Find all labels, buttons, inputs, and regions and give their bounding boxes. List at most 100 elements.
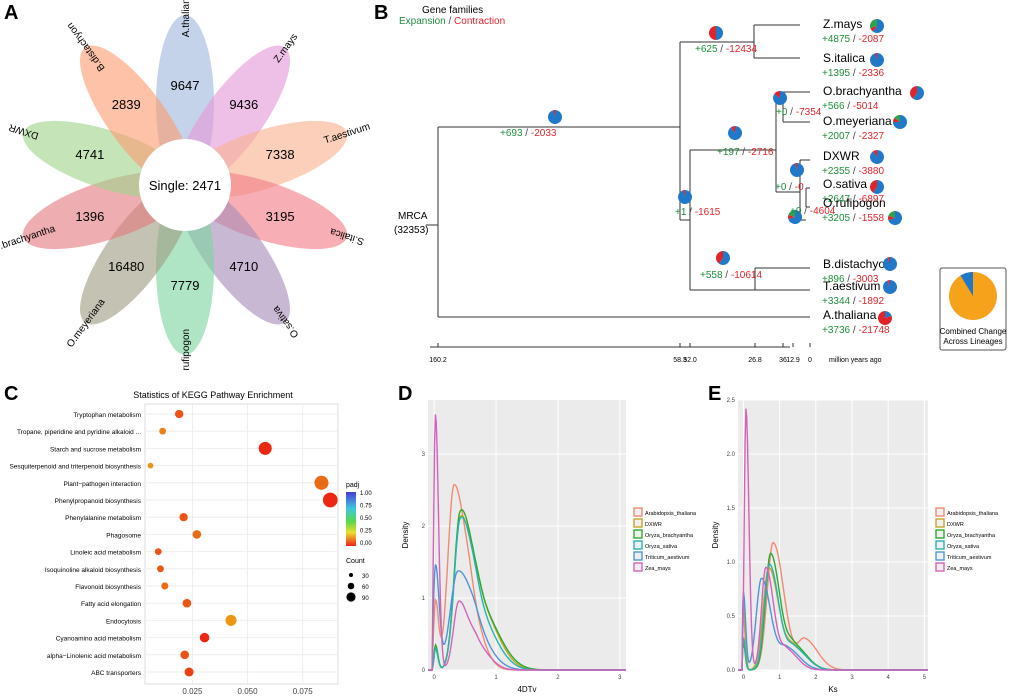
venn-species-label: O.rufipogon	[181, 329, 192, 370]
plot-area	[738, 400, 928, 670]
tip-pie	[878, 311, 893, 325]
tip-species-name: T.aestivum	[823, 279, 880, 293]
internal-pie	[548, 110, 562, 125]
enrichment-dot	[175, 409, 184, 419]
root-label: MRCA	[398, 211, 428, 222]
legend-key	[633, 529, 643, 539]
enrichment-dot	[180, 650, 190, 660]
plot-area	[144, 403, 339, 685]
legend-key	[935, 540, 945, 550]
tip-species-name: O.brachyantha	[823, 84, 902, 98]
enrichment-dot	[322, 492, 338, 508]
y-tick-label: 3	[422, 452, 426, 458]
legend-expansion-contraction: Expansion / Contraction	[399, 16, 505, 27]
density-curve	[428, 414, 626, 671]
axis-tick-label: 52.0	[683, 357, 697, 364]
pathway-label: Cyanoamino acid metabolism	[56, 636, 141, 643]
y-tick-label: 1.5	[727, 506, 736, 512]
y-tick-label: 2.0	[727, 452, 736, 458]
flower-venn-diagram: Single: 24719647A.thaliana9436Z.mays7338…	[0, 0, 370, 370]
legend-label: Arabidopsis_thaliana	[947, 511, 999, 517]
legend-key	[633, 518, 643, 528]
enrichment-dot	[161, 582, 169, 590]
venn-petal-count: 2839	[112, 97, 141, 112]
legend-key	[633, 540, 643, 550]
internal-change-label: +1 / -1615	[675, 207, 721, 218]
axis-tick-label: 160.2	[429, 357, 447, 364]
padj-tick-label: 0.00	[360, 541, 372, 547]
tip-species-name: Z.mays	[823, 17, 862, 31]
pathway-label: Phagosome	[106, 532, 141, 539]
legend-label: Arabidopsis_thaliana	[645, 511, 697, 517]
legend-label: Oryza_brachyantha	[645, 533, 694, 539]
enrichment-dot	[157, 565, 164, 573]
legend-key	[935, 562, 945, 572]
panel-label-b: B	[374, 2, 389, 24]
x-tick-label: 0	[433, 675, 437, 681]
y-tick-label: 2.5	[727, 398, 736, 404]
padj-tick-label: 0.25	[360, 529, 372, 535]
y-tick-label: 0	[422, 668, 426, 674]
pathway-label: Tryptophan metabolism	[73, 412, 141, 419]
tip-change-label: +3344 / -1892	[822, 296, 884, 307]
x-tick-label: 3	[618, 675, 622, 681]
enrichment-dot	[258, 441, 272, 455]
enrichment-dot	[179, 513, 188, 522]
tip-species-name: A.thaliana	[823, 308, 877, 322]
count-legend-title: Count	[346, 558, 365, 565]
tip-species-name: DXWR	[823, 149, 860, 163]
legend-label: Oryza_brachyantha	[947, 533, 996, 539]
tip-pie	[910, 86, 924, 100]
enrichment-dot	[199, 632, 210, 643]
venn-petal-count: 4741	[75, 147, 104, 162]
padj-tick-label: 1.00	[360, 491, 372, 497]
density-curve	[738, 408, 928, 671]
axis-tick-label: 36	[779, 357, 787, 364]
x-tick-label: 2	[556, 675, 560, 681]
legend-title: Gene families	[422, 5, 483, 16]
enrichment-dot	[159, 427, 167, 435]
venn-petal-count: 3195	[266, 209, 295, 224]
ks-density-plot: 0 1 2 3 4 5 0.0 0.5 1.0 1.5 2.0 2.5 Ks Density Arabido…	[711, 398, 999, 694]
internal-change-label: +197 / -2716	[717, 147, 774, 158]
enrichment-dot	[154, 548, 162, 555]
internal-pie	[773, 91, 787, 106]
legend-label: Triticum_aestivum	[645, 555, 690, 561]
legend-key	[935, 529, 945, 539]
panel-label-c: C	[4, 383, 19, 405]
y-tick-label: 1.0	[727, 560, 736, 566]
internal-change-label: +0 / -4604	[790, 206, 836, 217]
legend-key	[935, 551, 945, 561]
internal-change-label: +693 / -2033	[500, 128, 557, 139]
pathway-label: Phenylalanine metabolism	[65, 515, 141, 522]
count-legend-label: 90	[362, 596, 369, 602]
pathway-label: Tropane, piperidine and pyridine alkaloi…	[17, 429, 141, 436]
legend-label: Zea_mays	[947, 566, 973, 572]
pathway-label: Sesquiterpenoid and triterpenoid biosynt…	[9, 464, 141, 471]
tip-pie	[870, 180, 884, 194]
pathway-label: Isoquinoline alkaloid biosynthesis	[45, 567, 142, 574]
tip-pie	[870, 150, 884, 164]
tip-change-label: +3736 / -21748	[822, 325, 890, 336]
pathway-label: ABC transporters	[91, 670, 142, 677]
internal-pie	[788, 210, 802, 225]
tip-species-name: O.sativa	[823, 177, 867, 191]
tip-change-label: +2355 / -3880	[822, 166, 884, 177]
enrichment-dot	[184, 667, 194, 677]
pathway-label: Plant−pathogen interaction	[63, 481, 141, 488]
legend-key	[633, 562, 643, 572]
tip-species-name: O.meyeriana	[823, 114, 892, 128]
axis-unit: million years ago	[829, 357, 882, 364]
x-tick-label: 0.075	[293, 687, 314, 696]
venn-petal-count: 7779	[171, 278, 200, 293]
tip-change-label: +896 / -3003	[822, 274, 879, 285]
axis-tick-label: 26.8	[748, 357, 762, 364]
count-legend-dot	[346, 592, 356, 602]
legend-key	[935, 507, 945, 517]
internal-change-label: +558 / -10614	[700, 270, 762, 281]
panel-label-a: A	[4, 2, 19, 24]
axis-tick-label: 0	[808, 357, 812, 364]
enrichment-dot	[147, 462, 154, 469]
tip-pie	[888, 211, 902, 226]
